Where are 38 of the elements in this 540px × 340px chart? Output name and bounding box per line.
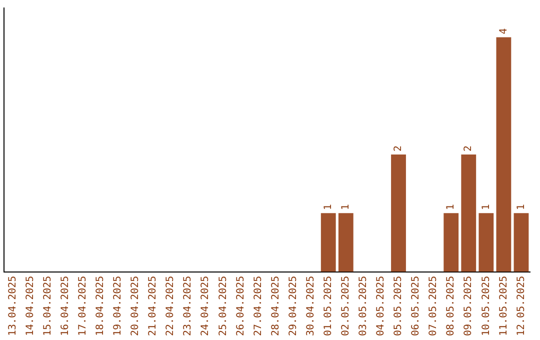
x-tick-label: 25.04.2025 [218, 276, 229, 336]
x-tick-label: 07.05.2025 [428, 276, 440, 336]
x-tick-label: 03.05.2025 [358, 276, 370, 336]
x-tick-label: 17.04.2025 [77, 276, 88, 336]
x-tick-label: 24.04.2025 [200, 276, 212, 336]
x-tick-label: 06.05.2025 [410, 276, 422, 336]
x-tick-label: 29.04.2025 [288, 276, 299, 336]
x-tick-label: 10.05.2025 [480, 276, 492, 336]
x-tick-label: 12.05.2025 [516, 276, 527, 336]
x-tick-label: 13.04.2025 [7, 276, 18, 336]
data-label: 1 [340, 204, 352, 210]
x-tick-label: 18.04.2025 [95, 276, 106, 336]
x-tick-label: 11.05.2025 [498, 276, 510, 336]
x-tick-label: 08.05.2025 [446, 276, 457, 336]
x-tick-label: 27.04.2025 [252, 276, 264, 336]
data-label: 2 [393, 146, 404, 152]
data-label: 4 [498, 28, 510, 34]
x-tick-label: 16.04.2025 [60, 276, 71, 336]
data-label: 2 [463, 146, 474, 152]
x-tick-label: 15.04.2025 [42, 276, 54, 336]
x-tick-label: 14.04.2025 [24, 276, 36, 336]
x-tick-label: 28.04.2025 [270, 276, 282, 336]
x-tick-label: 22.04.2025 [165, 276, 176, 336]
x-tick-label: 01.05.2025 [322, 276, 334, 336]
data-label: 1 [322, 204, 334, 210]
x-tick-label: 09.05.2025 [463, 276, 474, 336]
x-tick-label: 19.04.2025 [112, 276, 124, 336]
x-tick-label: 23.04.2025 [182, 276, 194, 336]
x-tick-label: 02.05.2025 [340, 276, 352, 336]
x-tick-label: 21.04.2025 [148, 276, 159, 336]
x-tick-label: 26.04.2025 [235, 276, 246, 336]
x-tick-label: 05.05.2025 [393, 276, 404, 336]
data-label: 1 [480, 204, 492, 210]
x-tick-label: 30.04.2025 [305, 276, 316, 336]
x-tick-label: 20.04.2025 [130, 276, 142, 336]
data-label: 1 [446, 204, 457, 210]
x-tick-label: 04.05.2025 [376, 276, 387, 336]
data-label: 1 [516, 204, 527, 210]
